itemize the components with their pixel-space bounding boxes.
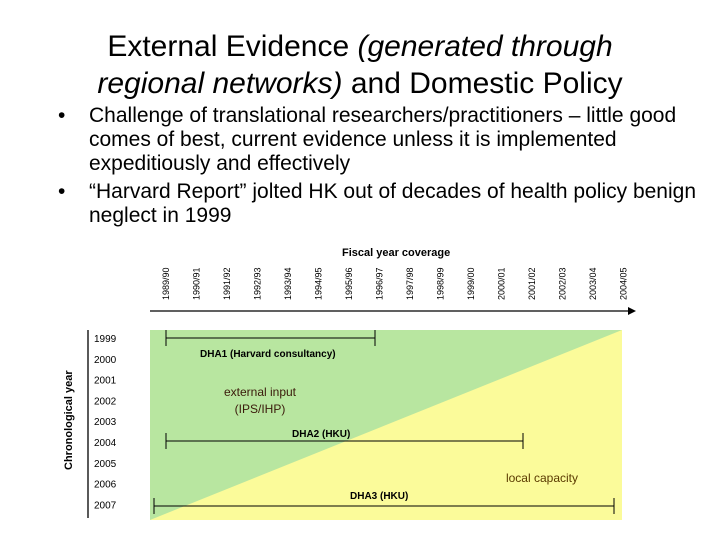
fiscal-year-label: 1992/93 — [253, 267, 263, 300]
chronological-year-label: 1999 — [94, 334, 117, 345]
chronological-year-labels: 1999 2000 2001 2002 2003 2004 2005 2006 2007 — [94, 334, 117, 511]
chronological-year-label: 2000 — [94, 355, 117, 366]
chronological-year-label: 2002 — [94, 396, 117, 407]
fiscal-year-label: 1990/91 — [192, 267, 202, 300]
bullet-text: Challenge of translational researchers/p… — [89, 104, 677, 175]
chronological-year-label: 2005 — [94, 459, 117, 470]
bullet-item: • “Harvard Report” jolted HK out of decad… — [58, 180, 708, 228]
fiscal-year-label: 1989/90 — [161, 267, 171, 300]
chronological-year-label: 2004 — [94, 438, 117, 449]
title-line-2: regional networks) and Domestic Policy — [0, 65, 720, 102]
fiscal-year-label: 2000/01 — [497, 267, 507, 300]
slide-title: External Evidence (generated through reg… — [0, 28, 720, 102]
title-part: (generated through — [357, 30, 613, 63]
fiscal-year-label: 1997/98 — [405, 267, 415, 300]
fiscal-year-label: 2001/02 — [527, 267, 537, 300]
external-input-region — [150, 330, 622, 520]
project-label: DHA3 (HKU) — [350, 491, 408, 502]
fiscal-year-label: 1999/00 — [466, 267, 476, 300]
project-label: DHA2 (HKU) — [292, 429, 350, 440]
y-axis-title: Chronological year — [63, 370, 75, 470]
bullet-marker: • — [58, 180, 66, 203]
external-input-sublabel: (IPS/IHP) — [235, 402, 286, 416]
chronological-year-label: 2007 — [94, 500, 117, 511]
fiscal-year-labels: 1989/90 1990/91 1991/92 1992/93 1993/94 1994/… — [161, 267, 629, 300]
project-dha2: DHA2 (HKU) — [165, 429, 524, 449]
bullet-item: • Challenge of translational researchers/… — [58, 104, 708, 176]
fiscal-year-label: 1998/99 — [436, 267, 446, 300]
chronological-year-label: 2003 — [94, 417, 117, 428]
project-label: DHA1 (Harvard consultancy) — [200, 349, 336, 360]
x-axis-arrowhead — [628, 307, 636, 315]
chronological-year-label: 2001 — [94, 376, 117, 387]
external-input-label: external input — [224, 385, 297, 399]
project-dha3: DHA3 (HKU) — [153, 491, 615, 514]
fiscal-year-label: 1995/96 — [344, 267, 354, 300]
fiscal-year-label: 1991/92 — [222, 267, 232, 300]
bullet-marker: • — [58, 104, 66, 127]
fiscal-year-label: 1993/94 — [283, 267, 293, 300]
local-capacity-label: local capacity — [506, 471, 578, 485]
bullet-text: “Harvard Report” jolted HK out of decade… — [89, 180, 697, 227]
title-part: External Evidence — [107, 30, 358, 63]
fiscal-year-label: 2002/03 — [558, 267, 568, 300]
bullet-list: • Challenge of translational researchers/… — [58, 104, 708, 232]
chronological-year-label: 2006 — [94, 480, 117, 491]
x-axis-title: Fiscal year coverage — [342, 247, 450, 259]
fiscal-year-label: 1996/97 — [375, 267, 385, 300]
title-line-1: External Evidence (generated through — [0, 28, 720, 65]
fiscal-year-label: 1994/95 — [314, 267, 324, 300]
project-dha1: DHA1 (Harvard consultancy) — [165, 330, 376, 360]
fiscal-year-label: 2004/05 — [619, 267, 629, 300]
title-part: and Domestic Policy — [342, 67, 623, 100]
fiscal-year-label: 2003/04 — [588, 267, 598, 300]
title-part: regional networks) — [97, 67, 343, 100]
